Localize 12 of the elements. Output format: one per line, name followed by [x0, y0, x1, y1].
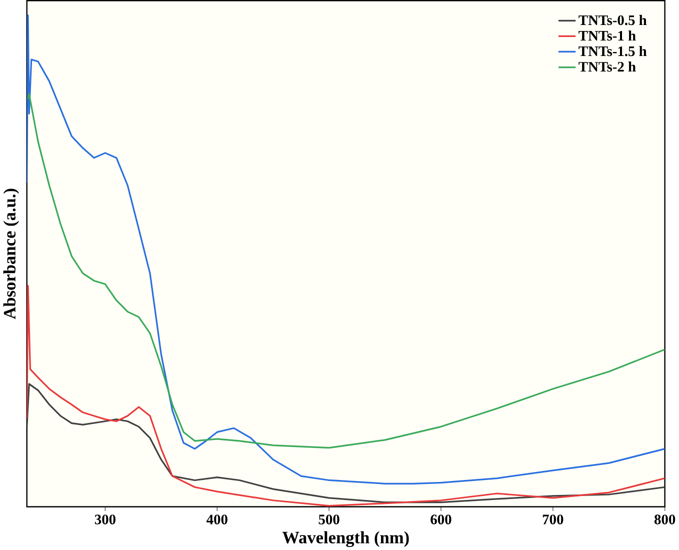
legend-label: TNTs-1 h: [578, 30, 636, 40]
legend-label: TNTs-2 h: [578, 61, 636, 72]
x-tick-label: 300: [94, 514, 116, 524]
x-tick-label: 500: [318, 514, 340, 524]
legend-label: TNTs-0.5 h: [578, 14, 647, 25]
x-axis-title: Wavelength (nm): [282, 531, 409, 547]
x-tick-label: 400: [206, 514, 228, 524]
x-tick-label: 600: [430, 514, 452, 524]
x-tick-label: 800: [654, 514, 676, 524]
x-tick-label: 700: [542, 514, 564, 524]
y-axis-title: Absorbance (a.u.): [3, 188, 20, 319]
legend-label: TNTs-1.5 h: [578, 46, 647, 56]
